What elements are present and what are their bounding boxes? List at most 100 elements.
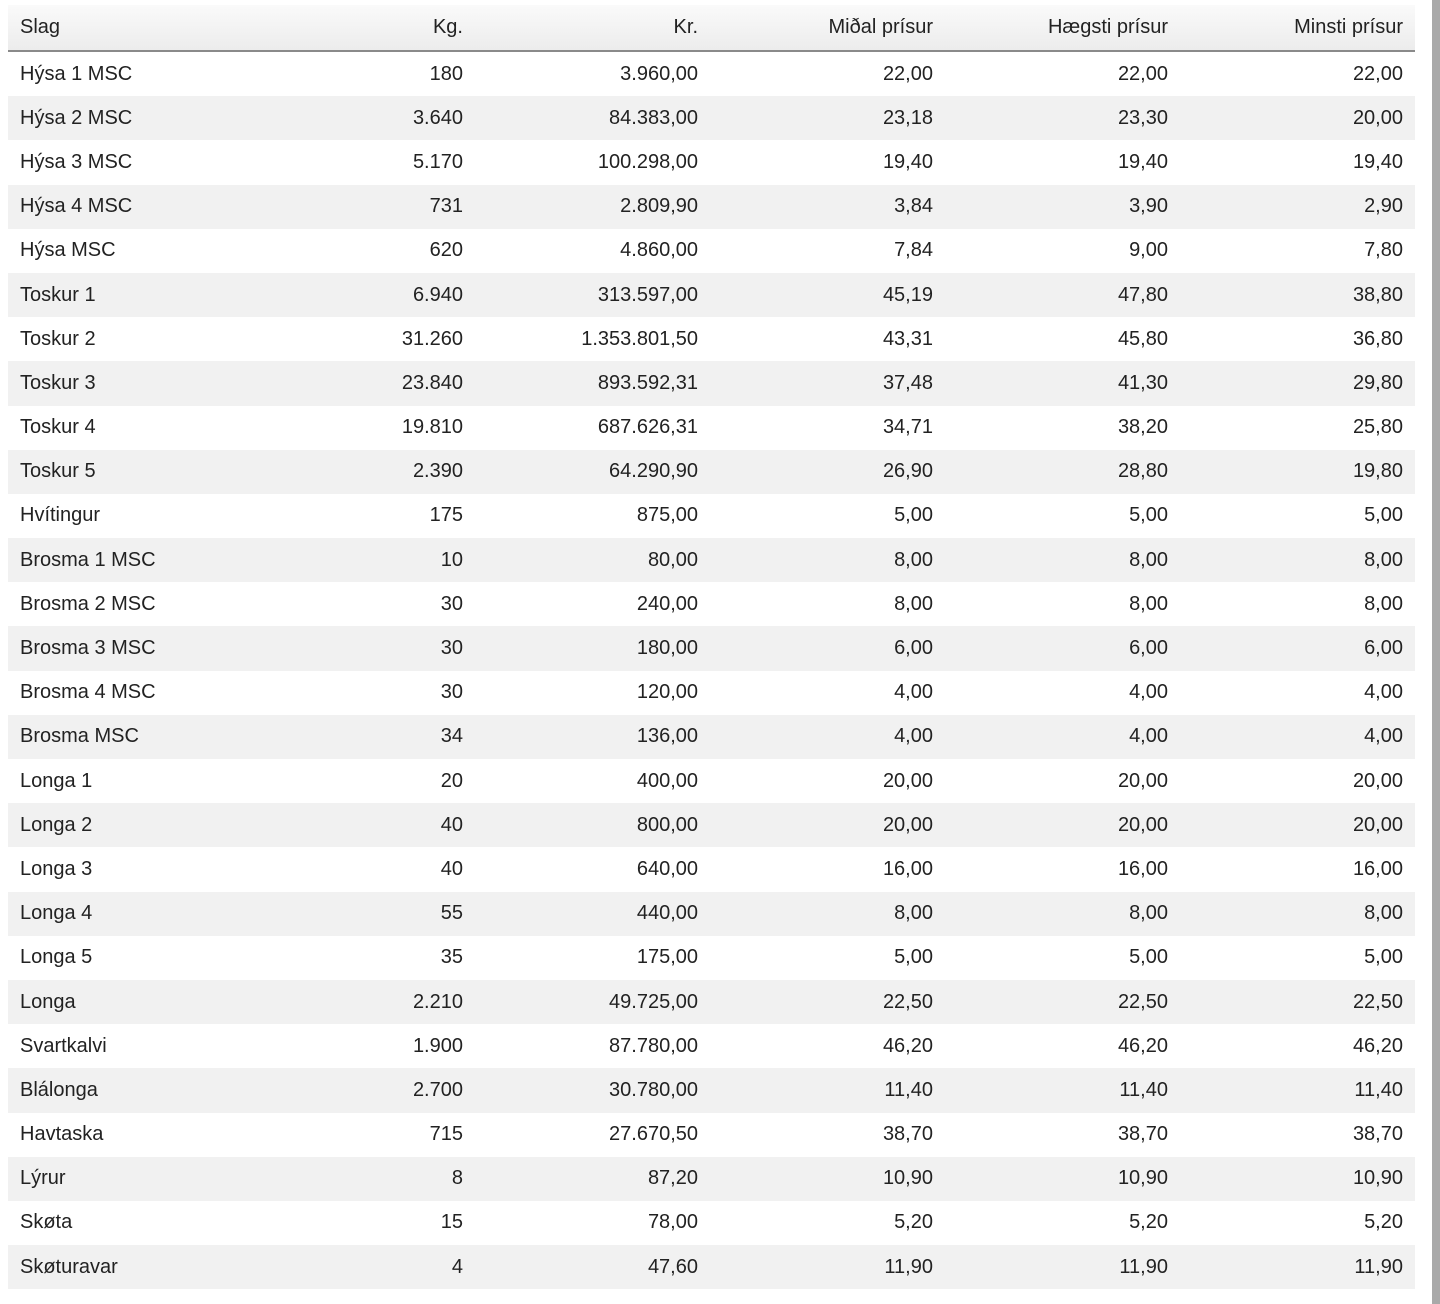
table-cell: 2.210 — [240, 979, 475, 1025]
table-cell: 55 — [240, 891, 475, 936]
table-row: Longa 2.210 49.725,00 22,50 22,50 22,50 — [8, 979, 1415, 1025]
table-cell: 6,00 — [1180, 626, 1415, 671]
table-cell: 10,90 — [945, 1156, 1180, 1201]
table-cell: 45,80 — [1117, 327, 1168, 350]
table-cell: Skøta — [20, 1211, 73, 1234]
table-cell: 78,00 — [647, 1211, 698, 1234]
table-cell: 2.700 — [240, 1068, 475, 1113]
table-cell: 1.353.801,50 — [581, 327, 698, 350]
table-cell: 15 — [440, 1211, 463, 1234]
table-cell: Longa — [8, 979, 240, 1025]
table-cell: 11,40 — [1180, 1068, 1415, 1113]
table-row: Havtaska 715 27.670,50 38,70 38,70 38,70 — [8, 1113, 1415, 1157]
table-cell: 8,00 — [710, 891, 945, 936]
table-cell: 180 — [429, 62, 463, 85]
table-cell: 30 — [440, 592, 463, 615]
table-cell: 49.725,00 — [475, 979, 710, 1025]
table-cell: 43,31 — [882, 327, 933, 350]
table-cell: Toskur 5 — [8, 449, 240, 494]
table-cell: Longa 4 — [8, 891, 240, 936]
table-cell: 29,80 — [1180, 361, 1415, 406]
table-row: Brosma 1 MSC 10 80,00 8,00 8,00 8,00 — [8, 538, 1415, 583]
table-cell: 175 — [429, 504, 463, 527]
table-cell: 6.940 — [240, 272, 475, 318]
table-cell: 40 — [240, 803, 475, 848]
table-row: Toskur 1 6.940 313.597,00 45,19 47,80 38,80 — [8, 272, 1415, 318]
table-cell: 19,40 — [882, 150, 933, 173]
table-row: Hvítingur 175 875,00 5,00 5,00 5,00 — [8, 494, 1415, 538]
table-row: Hýsa 3 MSC 5.170 100.298,00 19,40 19,40 19,40 — [8, 140, 1415, 184]
table-cell: 20,00 — [945, 803, 1180, 848]
column-header[interactable]: Kg. — [240, 5, 475, 52]
table-cell: 22,50 — [1180, 979, 1415, 1025]
column-header[interactable]: Miðal prísur — [710, 5, 945, 52]
table-cell: 47,80 — [945, 272, 1180, 318]
table-cell: 34,71 — [882, 416, 933, 439]
table-cell: Longa 1 — [20, 769, 93, 792]
table-cell: 11,90 — [945, 1245, 1180, 1290]
table-cell: 7,84 — [894, 239, 933, 262]
table-cell: 10,90 — [710, 1156, 945, 1201]
table-cell: 87,20 — [475, 1156, 710, 1201]
table-cell: 715 — [429, 1123, 463, 1146]
table-cell: 38,20 — [1117, 416, 1168, 439]
table-cell: Skøturavar — [8, 1245, 240, 1290]
table-cell: 64.290,90 — [475, 449, 710, 494]
table-row: Brosma 3 MSC 30 180,00 6,00 6,00 6,00 — [8, 626, 1415, 671]
column-header[interactable]: Hægsti prísur — [945, 5, 1180, 52]
table-cell: 100.298,00 — [597, 150, 698, 173]
table-cell: 9,00 — [1129, 239, 1168, 262]
table-cell: 23.840 — [240, 361, 475, 406]
table-cell: 19,40 — [1352, 150, 1403, 173]
table-cell: 20 — [440, 769, 463, 792]
table-cell: 687.626,31 — [597, 416, 698, 439]
table-cell: 6,00 — [710, 626, 945, 671]
table-cell: Toskur 4 — [20, 416, 96, 439]
table-cell: 875,00 — [636, 504, 698, 527]
table-row: Longa 1 20 400,00 20,00 20,00 20,00 — [8, 759, 1415, 803]
table-cell: 4.860,00 — [620, 239, 698, 262]
table-row: Longa 5 35 175,00 5,00 5,00 5,00 — [8, 936, 1415, 980]
table-cell: 5,00 — [1364, 504, 1403, 527]
table-cell: 38,70 — [1117, 1123, 1168, 1146]
table-cell: 3,90 — [945, 184, 1180, 229]
table-row: Toskur 2 31.260 1.353.801,50 43,31 45,80 36,8… — [8, 317, 1415, 361]
table-cell: 45,19 — [710, 272, 945, 318]
table-cell: Brosma 2 MSC — [20, 592, 156, 615]
table-cell: 16,00 — [882, 857, 933, 880]
table-cell: 5,00 — [1129, 946, 1168, 969]
table-cell: Longa 3 — [20, 857, 93, 880]
table-cell: 4,00 — [1180, 714, 1415, 759]
table-cell: 313.597,00 — [475, 272, 710, 318]
table-cell: 1.900 — [412, 1034, 463, 1057]
table-cell: Lýrur — [8, 1156, 240, 1201]
table-cell: Brosma 3 MSC — [8, 626, 240, 671]
table-cell: 19,40 — [1117, 150, 1168, 173]
table-cell: 80,00 — [475, 538, 710, 583]
table-cell: 4,00 — [894, 681, 933, 704]
table-row: Longa 4 55 440,00 8,00 8,00 8,00 — [8, 891, 1415, 936]
table-cell: 46,20 — [1352, 1034, 1403, 1057]
table-cell: 8,00 — [1180, 538, 1415, 583]
scrollbar[interactable] — [1432, 0, 1440, 1304]
table-cell: 4,00 — [1364, 681, 1403, 704]
table-cell: 22,50 — [945, 979, 1180, 1025]
table-cell: 8,00 — [1364, 592, 1403, 615]
table-cell: Toskur 1 — [8, 272, 240, 318]
table-cell: Blálonga — [8, 1068, 240, 1113]
column-header[interactable]: Minsti prísur — [1180, 5, 1415, 52]
table-cell: 38,70 — [1352, 1123, 1403, 1146]
table-cell: Brosma MSC — [8, 714, 240, 759]
table-cell: 22,00 — [1352, 62, 1403, 85]
table-cell: 23,30 — [945, 96, 1180, 141]
column-header[interactable]: Kr. — [475, 5, 710, 52]
table-cell: 10,90 — [1180, 1156, 1415, 1201]
table-cell: 8 — [240, 1156, 475, 1201]
table-cell: Hýsa 4 MSC — [8, 184, 240, 229]
table-cell: 35 — [440, 946, 463, 969]
table-cell: 27.670,50 — [609, 1123, 698, 1146]
column-header[interactable]: Slag — [8, 5, 240, 52]
table-cell: 240,00 — [636, 592, 698, 615]
table-row: Lýrur 8 87,20 10,90 10,90 10,90 — [8, 1156, 1415, 1201]
table-cell: 8,00 — [945, 891, 1180, 936]
